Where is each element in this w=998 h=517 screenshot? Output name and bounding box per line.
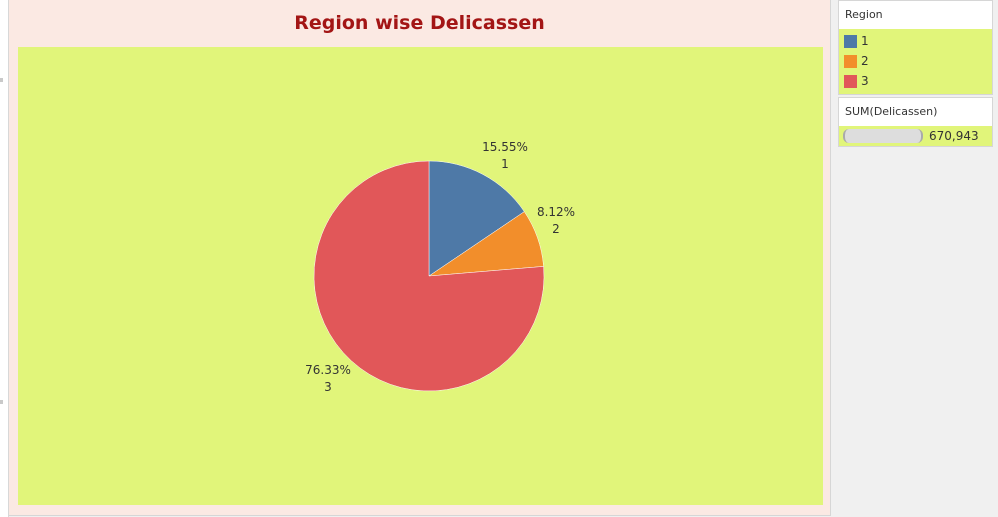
slice-category-label: 2: [552, 222, 560, 236]
size-legend: SUM(Delicassen) 670,943: [838, 97, 993, 147]
size-legend-title: SUM(Delicassen): [845, 105, 938, 118]
legend-label: 2: [861, 54, 869, 68]
region-legend: Region 1 2 3: [838, 0, 993, 95]
size-legend-value: 670,943: [929, 129, 979, 143]
legend-swatch: [844, 55, 857, 68]
legend-swatch: [844, 75, 857, 88]
legend-label: 3: [861, 74, 869, 88]
legend-item-region-1[interactable]: 1: [839, 32, 992, 52]
legend-label: 1: [861, 34, 869, 48]
slice-percent-label: 76.33%: [305, 363, 351, 377]
pie-slice-region-1[interactable]: [428, 160, 525, 277]
panel-divider: [0, 400, 3, 404]
slice-percent-label: 8.12%: [537, 205, 575, 219]
legend-swatch: [844, 35, 857, 48]
slice-category-label: 1: [501, 157, 509, 171]
size-legend-body: 670,943: [839, 126, 992, 146]
size-legend-bar: [843, 129, 923, 143]
region-legend-body: 1 2 3: [839, 29, 992, 94]
slice-category-label: 3: [324, 380, 332, 394]
viz-container: Region wise Delicassen 15.55% 1 8.12% 2 76.3…: [9, 0, 831, 516]
plot-area: 15.55% 1 8.12% 2 76.33% 3: [18, 47, 823, 505]
legend-item-region-3[interactable]: 3: [839, 72, 992, 92]
pie-chart: 15.55% 1 8.12% 2 76.33% 3: [305, 140, 575, 394]
slice-percent-label: 15.55%: [482, 140, 528, 154]
region-legend-title: Region: [845, 8, 883, 21]
pie-slice-region-3[interactable]: [313, 160, 545, 392]
legend-item-region-2[interactable]: 2: [839, 52, 992, 72]
left-panel-strip: [0, 0, 9, 517]
panel-divider: [0, 78, 3, 82]
chart-title: Region wise Delicassen: [294, 12, 545, 34]
